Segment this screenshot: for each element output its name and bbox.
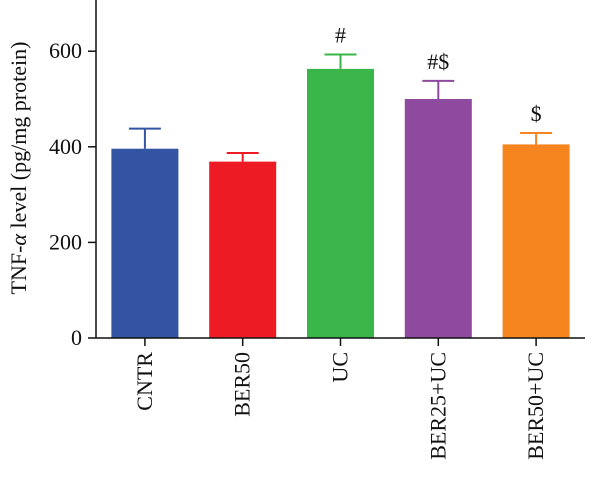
y-axis-title: TNF-α level (pg/mg protein) <box>6 42 31 295</box>
significance-annotation: # <box>335 23 346 48</box>
x-tick-label: UC <box>328 352 353 383</box>
bars <box>111 68 570 339</box>
bar-cntr <box>111 148 179 338</box>
bar-ber25-uc <box>404 99 472 338</box>
x-tick-label: CNTR <box>132 352 157 411</box>
bar-uc <box>307 68 374 339</box>
y-axis-title-prefix: TNF- <box>6 246 31 295</box>
x-tick-label: BER50+UC <box>523 352 548 460</box>
y-tick-label: 400 <box>49 134 82 159</box>
x-tick-label: BER50 <box>230 352 255 417</box>
significance-annotation: $ <box>531 101 542 126</box>
y-axis-title-suffix: level (pg/mg protein) <box>6 42 31 234</box>
bar-ber50 <box>209 161 277 338</box>
y-tick-label: 200 <box>49 229 82 254</box>
annotations: # #$ $ <box>335 23 542 126</box>
y-tick-label: 600 <box>49 38 82 63</box>
x-axis: CNTR BER50 UC BER25+UC BER50+UC <box>96 337 585 460</box>
bar-ber50-uc <box>502 144 570 338</box>
x-tick-label: BER25+UC <box>425 352 450 460</box>
y-tick-label: 0 <box>71 325 82 350</box>
y-axis-title-greek: α <box>6 234 31 246</box>
svg-text:TNF-α level (pg/mg protein): TNF-α level (pg/mg protein) <box>6 42 31 295</box>
y-axis: 0 200 400 600 <box>49 0 97 350</box>
significance-annotation: #$ <box>427 49 449 74</box>
error-bars <box>128 53 553 162</box>
